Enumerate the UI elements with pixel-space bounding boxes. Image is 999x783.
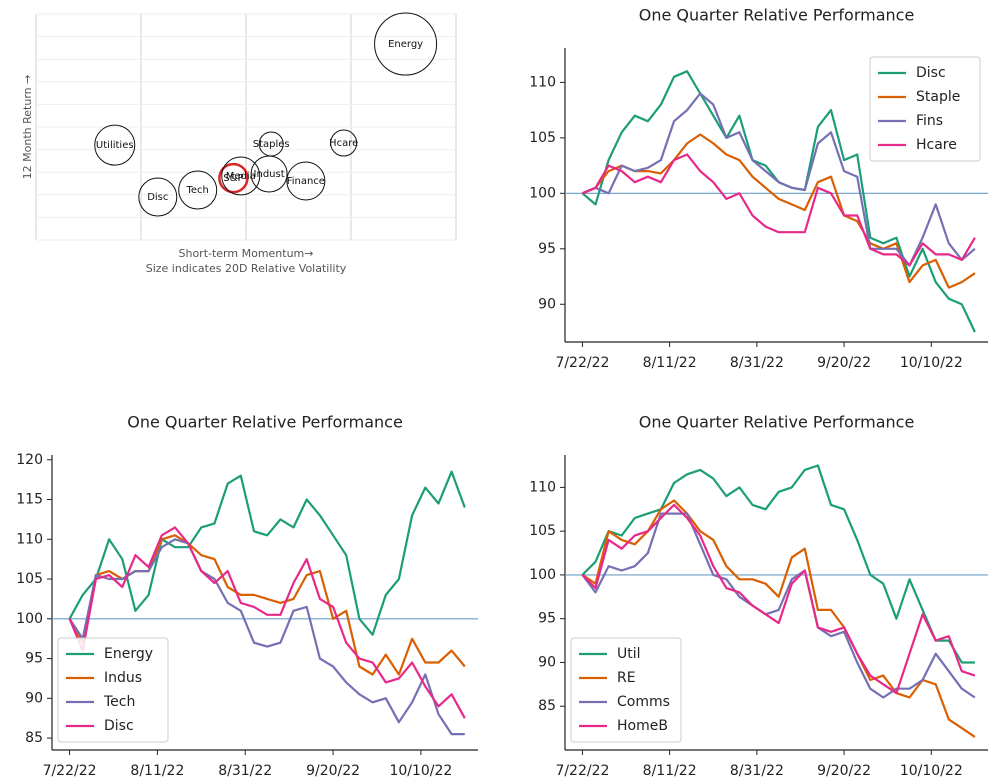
- y-tick-label: 120: [16, 452, 43, 468]
- x-tick-label: 7/22/22: [555, 763, 609, 779]
- y-axis-label: 12 Month Return →: [21, 75, 34, 180]
- x-tick-label: 8/11/22: [130, 763, 184, 779]
- legend-label: Tech: [103, 694, 135, 710]
- y-tick-label: 110: [16, 531, 43, 547]
- y-tick-label: 85: [25, 730, 43, 746]
- legend-label: Disc: [104, 718, 134, 734]
- legend-label: Energy: [104, 646, 153, 662]
- y-tick-label: 95: [25, 651, 43, 667]
- bubble: [286, 161, 326, 201]
- y-tick-label: 100: [16, 611, 43, 627]
- bubble-label: S&P: [223, 173, 243, 184]
- bubble: [330, 129, 358, 157]
- legend-box: [570, 637, 682, 743]
- x-tick-label: 9/20/22: [817, 763, 871, 779]
- x-tick-label: 8/31/22: [730, 763, 784, 779]
- y-tick-label: 95: [538, 241, 556, 257]
- x-tick-label: 8/31/22: [730, 355, 784, 371]
- bubble: [374, 12, 438, 76]
- bubble: [138, 177, 178, 217]
- legend-label: Disc: [916, 65, 946, 81]
- x-tick-label: 10/10/22: [389, 763, 452, 779]
- legend: Util RE Comms HomeB: [570, 637, 682, 743]
- legend: Energy Indus Tech Disc: [57, 637, 169, 743]
- x-tick-label: 8/11/22: [643, 763, 697, 779]
- legend-label: Util: [617, 646, 641, 662]
- x-tick-label: 9/20/22: [817, 355, 871, 371]
- y-tick-label: 85: [538, 698, 556, 714]
- y-tick-label: 100: [529, 567, 556, 583]
- x-tick-label: 9/20/22: [306, 763, 360, 779]
- chart-title: One Quarter Relative Performance: [639, 6, 915, 25]
- y-tick-label: 90: [25, 690, 43, 706]
- bubble-label: Indust: [254, 169, 285, 180]
- x-tick-label: 10/10/22: [900, 763, 963, 779]
- y-tick-label: 110: [529, 74, 556, 90]
- series-line: [581, 503, 976, 695]
- legend-label: Indus: [104, 670, 142, 686]
- chart-title: One Quarter Relative Performance: [639, 413, 915, 432]
- y-tick-label: 90: [538, 654, 556, 670]
- chart-title: One Quarter Relative Performance: [127, 413, 403, 432]
- y-tick-label: 115: [16, 492, 43, 508]
- bubble-label: Hcare: [329, 138, 358, 149]
- bubble-label: Finance: [287, 176, 325, 187]
- bubble-label: Utilities: [96, 140, 134, 151]
- series-line: [581, 512, 976, 699]
- legend-label: RE: [617, 670, 636, 686]
- legend-label: Fins: [916, 113, 943, 129]
- bubble-label: Tech: [185, 185, 208, 196]
- y-tick-label: 105: [16, 571, 43, 587]
- bubble: [178, 170, 218, 210]
- bubble-label: Energy: [388, 39, 423, 50]
- x-tick-label: 8/11/22: [643, 355, 697, 371]
- bubble: [221, 156, 261, 196]
- legend-label: HomeB: [617, 718, 668, 734]
- series-line: [68, 470, 466, 636]
- x-tick-label: 8/31/22: [218, 763, 272, 779]
- bubble-label: Disc: [147, 192, 168, 203]
- bubble-label: Staples: [253, 139, 290, 150]
- legend-label: Hcare: [916, 137, 957, 153]
- bubble-label: Media: [226, 171, 256, 182]
- bubble: [218, 162, 249, 194]
- legend-box: [57, 637, 169, 743]
- x-tick-label: 10/10/22: [900, 355, 963, 371]
- legend: Disc Staple Fins Hcare: [869, 56, 981, 162]
- x-tick-label: 7/22/22: [43, 763, 97, 779]
- bubble: [258, 131, 284, 157]
- legend-box: [869, 56, 981, 162]
- series-line: [68, 538, 465, 736]
- y-tick-label: 90: [538, 296, 556, 312]
- series-line: [581, 464, 975, 664]
- legend-label: Comms: [617, 694, 670, 710]
- series-line: [581, 133, 976, 289]
- series-line: [68, 526, 466, 719]
- legend-label: Staple: [916, 89, 960, 105]
- x-axis-label: Size indicates 20D Relative Volatility: [146, 262, 347, 275]
- bubble: [94, 124, 136, 166]
- series-line: [581, 153, 976, 267]
- y-tick-label: 100: [529, 185, 556, 201]
- x-axis-label: Short-term Momentum→: [178, 247, 313, 260]
- y-tick-label: 105: [529, 523, 556, 539]
- y-tick-label: 110: [529, 479, 556, 495]
- y-tick-label: 105: [529, 130, 556, 146]
- x-tick-label: 7/22/22: [555, 355, 609, 371]
- y-tick-label: 95: [538, 611, 556, 627]
